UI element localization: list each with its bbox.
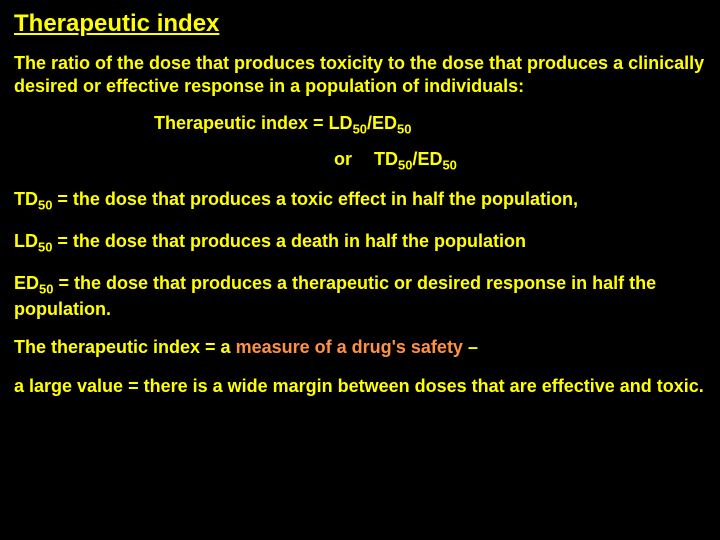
ed-term-2: ED — [417, 149, 442, 169]
page-title: Therapeutic index — [14, 10, 706, 38]
or-label: or — [334, 149, 352, 169]
safety-post: – — [463, 337, 478, 357]
ld-def-text: = the dose that produces a death in half… — [52, 231, 526, 251]
ed-def-sub: 50 — [39, 281, 53, 296]
safety-pre: The therapeutic index = a — [14, 337, 236, 357]
formula-prefix: Therapeutic index = — [154, 113, 329, 133]
ed-term-1: ED — [372, 113, 397, 133]
ed-definition: ED50 = the dose that produces a therapeu… — [14, 272, 706, 320]
safety-accent: measure of a drug's safety — [236, 337, 463, 357]
ed-sub-1: 50 — [397, 122, 411, 137]
ed-sub-2: 50 — [442, 157, 456, 172]
td-definition: TD50 = the dose that produces a toxic ef… — [14, 188, 706, 214]
td-def-label: TD — [14, 189, 38, 209]
safety-statement: The therapeutic index = a measure of a d… — [14, 336, 706, 359]
formula-main: Therapeutic index = LD50/ED50 — [14, 113, 706, 137]
formula-alt: orTD50/ED50 — [14, 149, 706, 173]
ed-def-label: ED — [14, 273, 39, 293]
ed-def-text: = the dose that produces a therapeutic o… — [14, 273, 656, 319]
closing-statement: a large value = there is a wide margin b… — [14, 375, 706, 398]
ld-term: LD — [329, 113, 353, 133]
ld-def-sub: 50 — [38, 240, 52, 255]
ld-definition: LD50 = the dose that produces a death in… — [14, 230, 706, 256]
ld-sub: 50 — [353, 122, 367, 137]
td-term: TD — [374, 149, 398, 169]
ld-def-label: LD — [14, 231, 38, 251]
intro-paragraph: The ratio of the dose that produces toxi… — [14, 52, 706, 97]
td-def-sub: 50 — [38, 198, 52, 213]
td-sub: 50 — [398, 157, 412, 172]
td-def-text: = the dose that produces a toxic effect … — [52, 189, 578, 209]
